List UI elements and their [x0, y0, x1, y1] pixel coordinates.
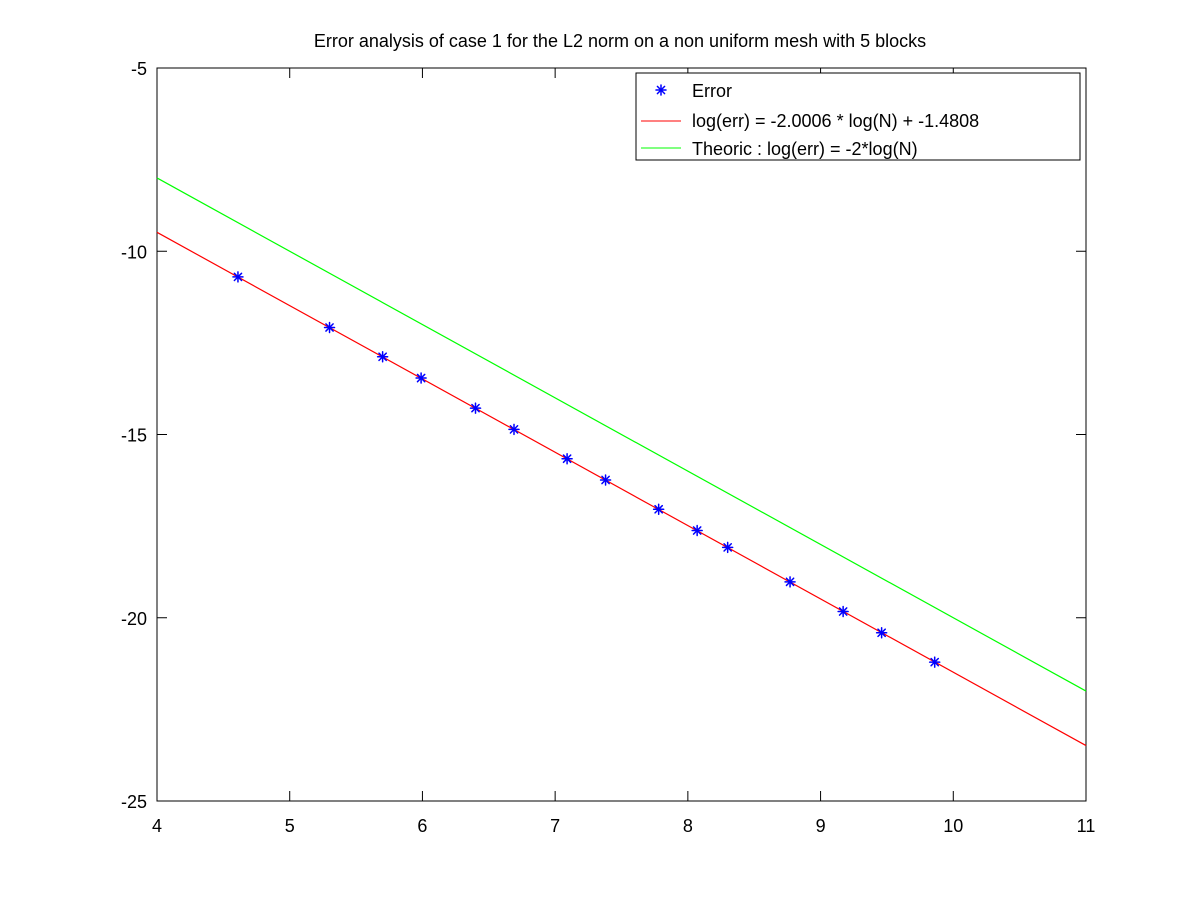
y-tick-label: -20: [121, 609, 147, 629]
legend: Error log(err) = -2.0006 * log(N) + -1.4…: [635, 72, 1081, 161]
legend-box: [635, 72, 1081, 161]
error-point: [508, 423, 520, 436]
error-point: [928, 656, 941, 668]
error-point: [721, 541, 734, 554]
error-point: [323, 321, 336, 334]
error-point: [784, 576, 796, 588]
legend-error-marker: [655, 84, 667, 96]
theory-line: [156, 177, 1087, 692]
y-tick-label: -15: [121, 426, 147, 446]
chart-title: Error analysis of case 1 for the L2 norm…: [314, 31, 926, 51]
x-tick-label: 7: [550, 816, 560, 836]
y-tick-label: -10: [121, 242, 147, 262]
fit-line: [156, 231, 1087, 747]
error-point: [415, 372, 427, 384]
x-tick-label: 10: [943, 816, 963, 836]
legend-error-label: Error: [692, 81, 732, 101]
legend-theory-label: Theoric : log(err) = -2*log(N): [692, 139, 918, 159]
x-tick-label: 8: [683, 816, 693, 836]
error-point: [875, 627, 888, 639]
y-tick-label: -5: [131, 59, 147, 79]
series-layer: [156, 177, 1087, 747]
error-point: [561, 452, 573, 465]
legend-fit-label: log(err) = -2.0006 * log(N) + -1.4808: [692, 111, 979, 131]
x-tick-label: 11: [1077, 816, 1096, 836]
x-tick-label: 9: [816, 816, 826, 836]
axis-ticks: 4 5 6 7 8 9 10 11 -5 -10 -15 -20 -25: [121, 59, 1095, 836]
error-point: [376, 351, 389, 363]
error-point: [469, 402, 482, 414]
error-point: [837, 605, 849, 618]
error-point: [652, 503, 665, 516]
x-tick-label: 6: [417, 816, 427, 836]
y-tick-label: -25: [121, 792, 147, 812]
error-point: [599, 474, 612, 486]
x-tick-label: 4: [152, 816, 162, 836]
error-point: [691, 524, 703, 537]
x-tick-label: 5: [285, 816, 295, 836]
legend-error-asterisk: [655, 84, 667, 96]
error-point: [232, 271, 244, 283]
